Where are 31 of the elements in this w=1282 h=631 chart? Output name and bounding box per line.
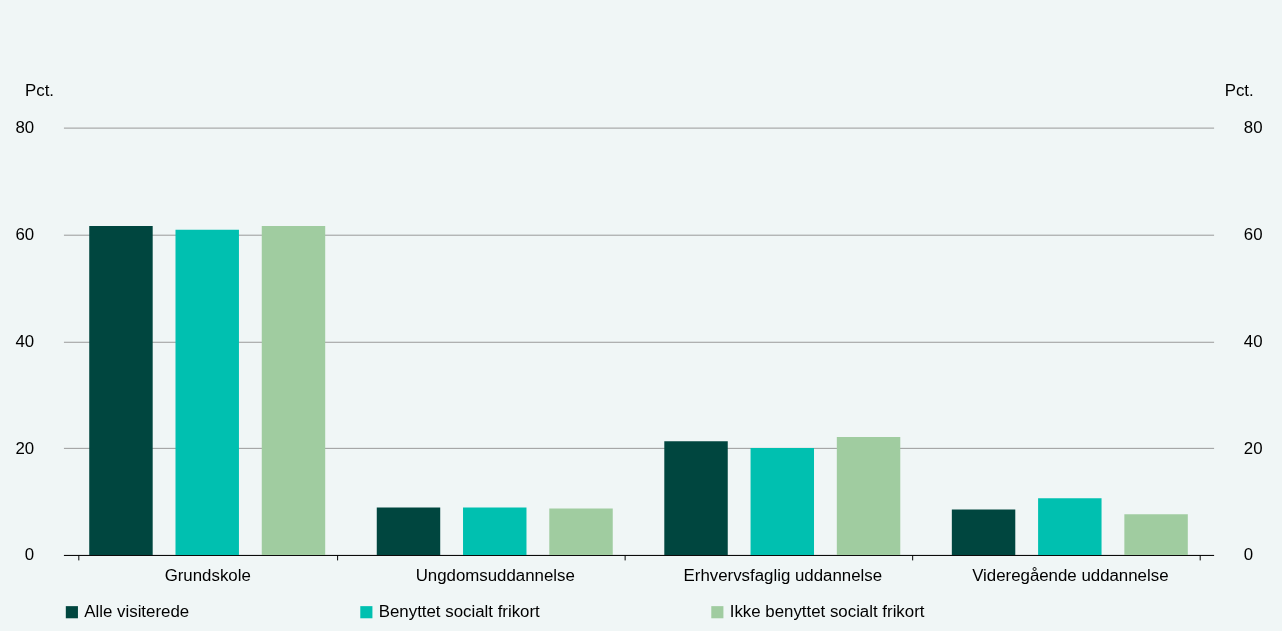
bar [175,229,239,555]
y2-tick-label: 0 [1243,545,1254,565]
legend-label: Benyttet socialt frikort [378,602,541,622]
y-tick-label: 20 [15,438,35,458]
y2-axis-title: Pct. [1224,81,1254,101]
bar [261,225,326,555]
y-tick-label: 40 [15,331,35,351]
y-tick-label: 80 [15,118,35,138]
legend-label: Alle visiterede [84,602,190,622]
y2-tick-label: 40 [1243,331,1263,351]
legend-label: Ikke benyttet socialt frikort [729,602,925,622]
bar [376,507,441,555]
x-tick-label: Videregående uddannelse [972,566,1169,586]
y2-tick-label: 60 [1243,224,1263,244]
y-axis-title: Pct. [25,81,55,101]
bar [1124,514,1188,555]
bar [463,507,527,555]
bar [951,509,1016,555]
y2-tick-label: 20 [1243,438,1263,458]
bar [836,436,901,555]
bar [549,508,613,555]
x-tick-label: Ungdomsuddannelse [415,566,575,586]
x-tick-label: Grundskole [164,566,251,586]
bar [89,225,153,555]
bar [664,441,728,555]
y-tick-label: 0 [24,545,35,565]
y2-tick-label: 80 [1243,118,1263,138]
x-tick-label: Erhvervsfaglig uddannelse [683,566,883,586]
bar [1038,498,1102,555]
bar [750,448,815,555]
y-tick-label: 60 [15,224,35,244]
